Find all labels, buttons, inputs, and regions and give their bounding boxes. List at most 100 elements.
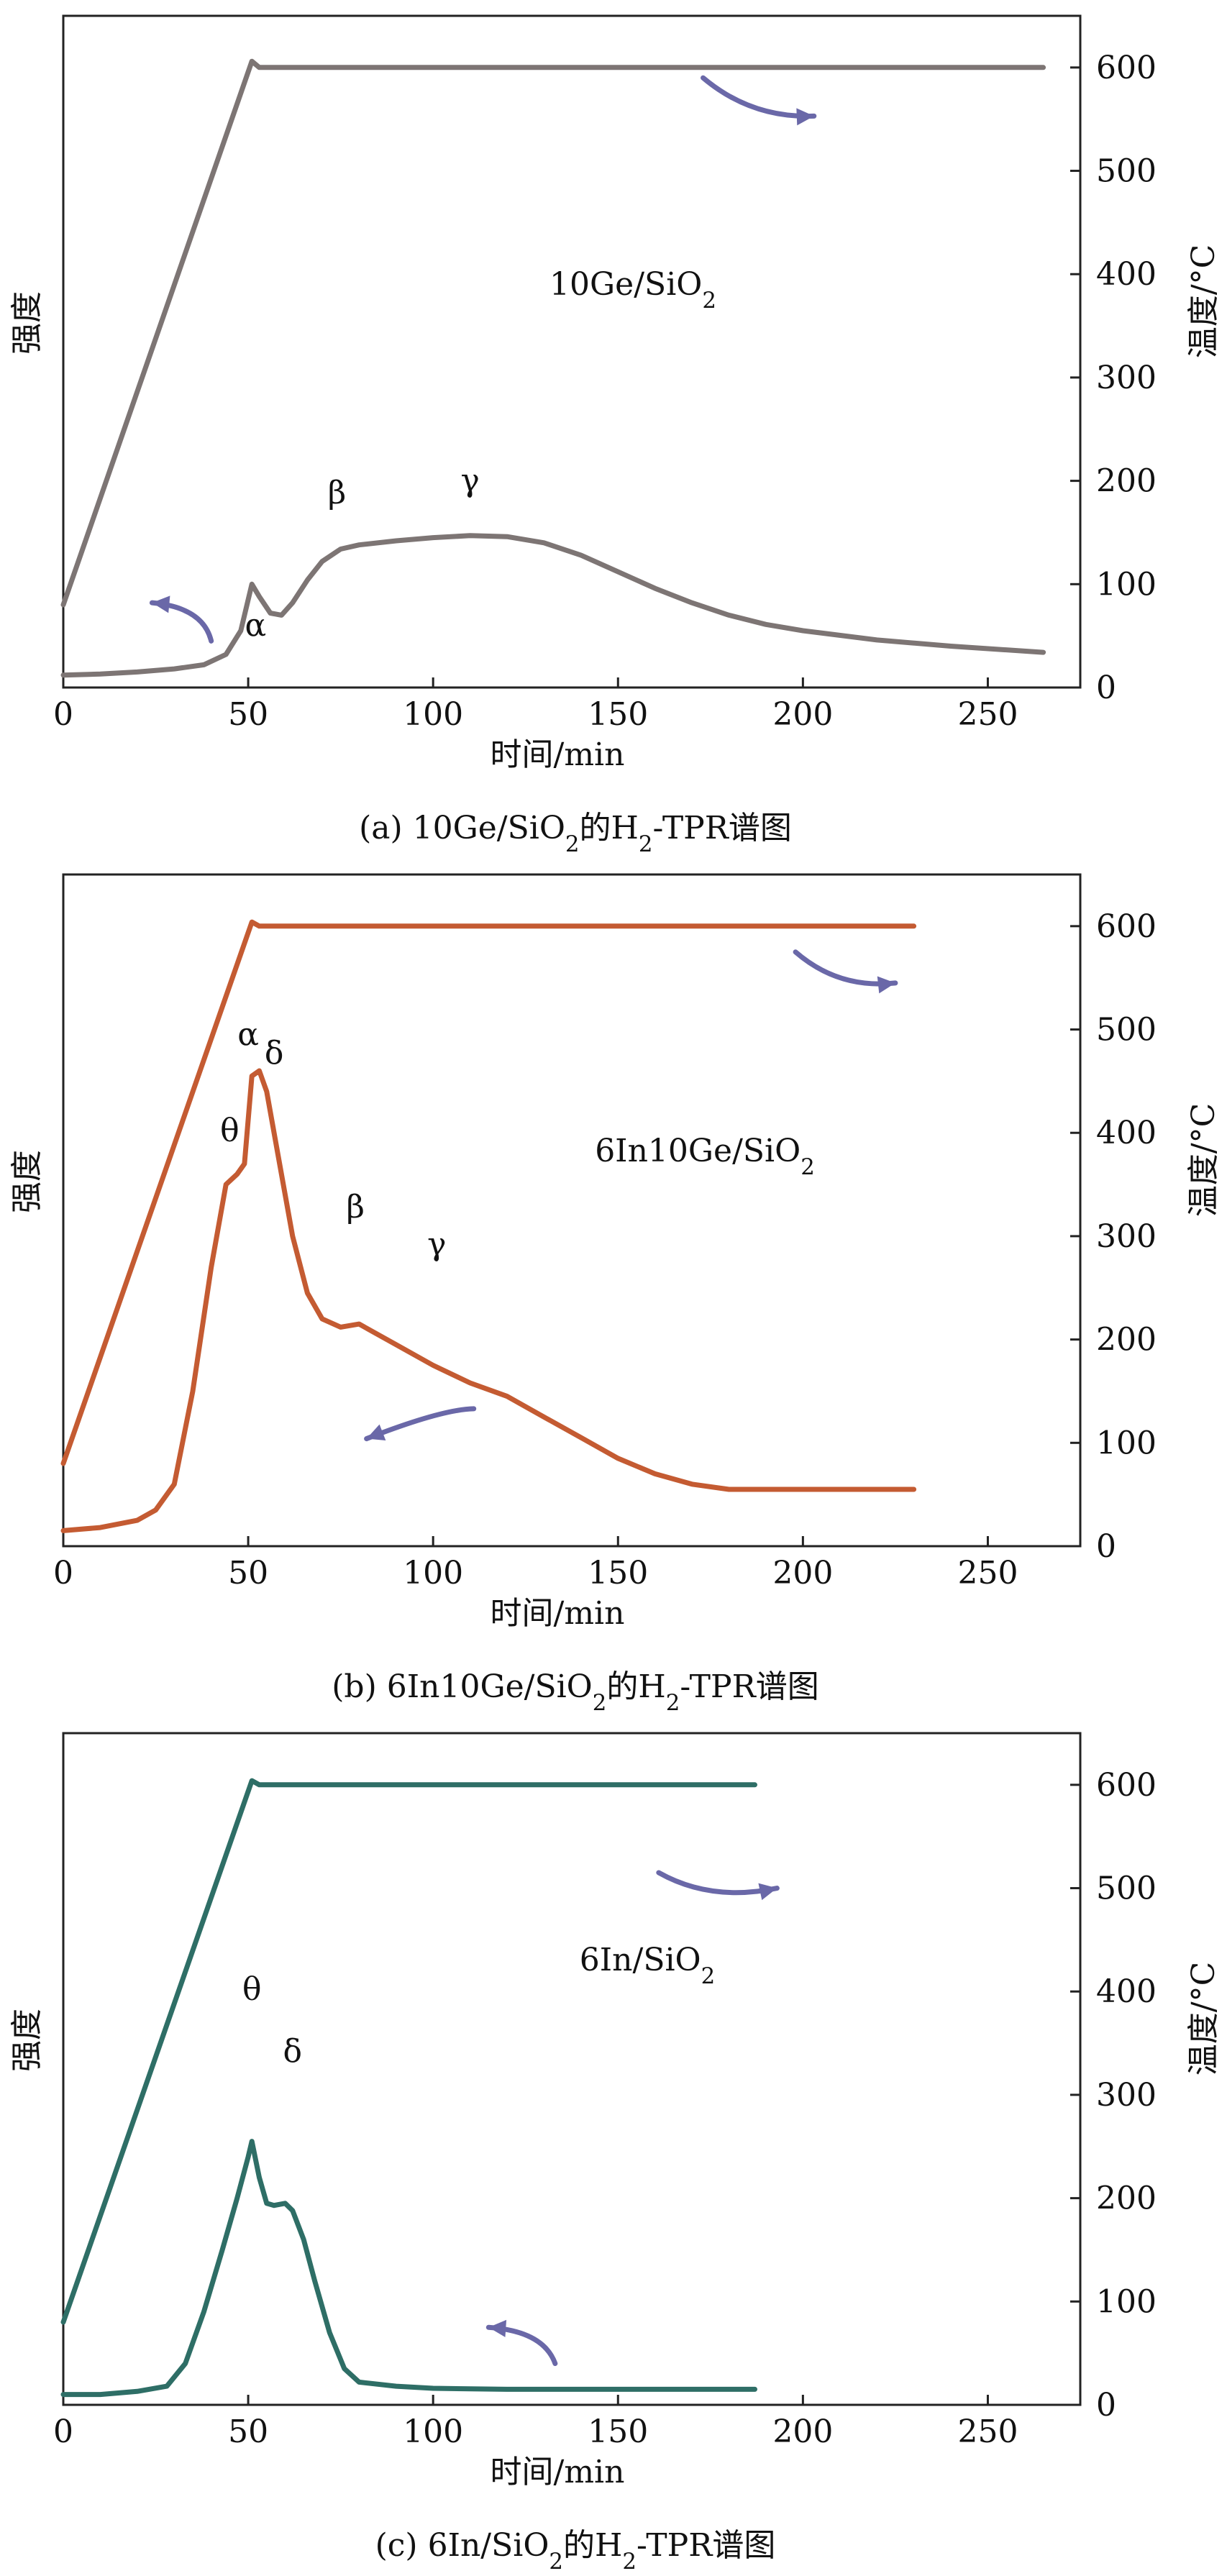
peak-label: β — [328, 475, 346, 511]
x-tick-label: 150 — [588, 2413, 648, 2450]
y-axis-label-left: 强度 — [9, 291, 45, 355]
tpr-chart-c: 0 50 100 150 200 250 0 100 200 300 400 500 600 时间/min… — [9, 1732, 1222, 2575]
y-tick-label: 400 — [1096, 1115, 1157, 1151]
y-tick-label: 300 — [1096, 1218, 1157, 1255]
y-tick-label: 200 — [1096, 463, 1157, 500]
caption-mid: 的H — [563, 2527, 622, 2564]
caption-subscript: 2 — [565, 831, 580, 857]
series-temperature-line — [60, 1778, 757, 2325]
y-tick-label: 500 — [1096, 1012, 1157, 1049]
y-tick-label: 0 — [1096, 670, 1116, 706]
y-tick-label: 200 — [1096, 2180, 1157, 2217]
x-axis-label: 时间/min — [491, 736, 625, 773]
peak-label: α — [245, 607, 267, 644]
series-temperature-line — [60, 919, 917, 1466]
y-tick-label: 0 — [1096, 2387, 1116, 2424]
peak-label: δ — [265, 1035, 284, 1072]
caption-mid: 的H — [606, 1668, 665, 1705]
x-tick-label: 50 — [228, 1555, 268, 1591]
x-tick-label: 50 — [228, 2413, 268, 2450]
x-tick-label: 250 — [957, 2413, 1018, 2450]
series-intensity-line — [60, 1068, 917, 1533]
y-tick-label: 600 — [1096, 908, 1157, 945]
y-tick-label: 300 — [1096, 360, 1157, 396]
caption-end: -TPR谱图 — [653, 810, 792, 846]
figure-caption: (c) 6In/SiO2的H2-TPR谱图 — [375, 2527, 776, 2575]
curved-arrow — [149, 600, 214, 644]
sample-label: 6In10Ge/SiO2 — [595, 1133, 815, 1180]
curved-arrow — [656, 1870, 780, 1896]
caption-end: -TPR谱图 — [637, 2527, 775, 2564]
x-tick-label: 150 — [588, 1555, 648, 1591]
arrow-head-icon — [796, 108, 814, 126]
y-tick-label: 100 — [1096, 1425, 1157, 1461]
x-axis-label: 时间/min — [491, 2454, 625, 2490]
x-tick-label: 150 — [588, 696, 648, 733]
tpr-chart-b: 0 50 100 150 200 250 0 100 200 300 400 500 600 时间/min… — [9, 873, 1222, 1716]
y-axis-label-right: 温度/°C — [1185, 245, 1222, 359]
sample-label-subscript: 2 — [702, 288, 716, 314]
x-tick-label: 100 — [403, 1555, 463, 1591]
peak-label: α — [237, 1016, 259, 1053]
plot-frame — [62, 873, 1082, 1548]
caption-text: (b) 6In10Ge/SiO — [332, 1668, 592, 1705]
peak-label: β — [346, 1189, 364, 1225]
x-tick-label: 50 — [228, 696, 268, 733]
x-tick-label: 0 — [53, 1555, 73, 1591]
y-tick-label: 600 — [1096, 1767, 1157, 1804]
arrow-head-icon — [877, 976, 895, 994]
x-tick-label: 0 — [53, 2413, 73, 2450]
x-axis-label: 时间/min — [491, 1595, 625, 1632]
peak-label: θ — [220, 1113, 240, 1149]
peak-label: θ — [242, 1971, 262, 2008]
y-tick-label: 200 — [1096, 1322, 1157, 1358]
curved-arrow — [364, 1406, 477, 1442]
plot-frame — [62, 1732, 1082, 2406]
y-tick-label: 100 — [1096, 566, 1157, 603]
y-tick-label: 500 — [1096, 153, 1157, 190]
y-axis-label-right: 温度/°C — [1185, 1103, 1222, 1218]
caption-end: -TPR谱图 — [680, 1668, 818, 1705]
chart-panel-c: 0 50 100 150 200 250 0 100 200 300 400 500 600 时间/min… — [0, 1717, 1227, 2576]
y-axis-label-right: 温度/°C — [1185, 1962, 1222, 2076]
sample-label-text: 6In/SiO — [580, 1942, 701, 1978]
arrow-head-icon — [758, 1883, 777, 1901]
y-axis-label-left: 强度 — [9, 1150, 45, 1213]
y-tick-label: 400 — [1096, 1973, 1157, 2010]
x-tick-label: 200 — [772, 2413, 833, 2450]
x-tick-label: 250 — [957, 696, 1018, 733]
y-tick-label: 400 — [1096, 256, 1157, 293]
peak-label: δ — [283, 2033, 303, 2070]
figure-caption: (a) 10Ge/SiO2的H2-TPR谱图 — [359, 810, 792, 857]
caption-subscript-2: 2 — [622, 2549, 637, 2575]
series-intensity-line — [60, 2139, 757, 2398]
sample-label: 6In/SiO2 — [580, 1942, 715, 1989]
series-temperature-line — [60, 58, 1046, 608]
y-tick-label: 600 — [1096, 50, 1157, 86]
caption-text: (c) 6In/SiO — [375, 2527, 549, 2564]
x-tick-label: 100 — [403, 2413, 463, 2450]
sample-label-text: 10Ge/SiO — [549, 266, 702, 303]
arrow-head-icon — [488, 2319, 507, 2337]
arrow-head-icon — [152, 595, 170, 613]
sample-label-subscript: 2 — [800, 1154, 815, 1180]
caption-subscript-2: 2 — [666, 1690, 680, 1716]
y-tick-label: 100 — [1096, 2283, 1157, 2320]
y-axis-label-left: 强度 — [9, 2009, 45, 2072]
chart-panel-a: 0 50 100 150 200 250 0 100 200 300 400 500 600 时间/min… — [0, 0, 1227, 859]
caption-mid: 的H — [580, 810, 639, 846]
y-tick-label: 0 — [1096, 1528, 1116, 1565]
chart-panel-b: 0 50 100 150 200 250 0 100 200 300 400 500 600 时间/min… — [0, 859, 1227, 1717]
sample-label: 10Ge/SiO2 — [549, 266, 716, 314]
sample-label-subscript: 2 — [701, 1963, 716, 1989]
caption-subscript: 2 — [549, 2549, 563, 2575]
arrow-head-icon — [366, 1424, 386, 1441]
peak-label: γ — [460, 462, 479, 499]
x-tick-label: 100 — [403, 696, 463, 733]
caption-subscript-2: 2 — [639, 831, 653, 857]
plot-frame — [62, 14, 1082, 689]
x-tick-label: 0 — [53, 696, 73, 733]
caption-subscript: 2 — [593, 1690, 607, 1716]
sample-label-text: 6In10Ge/SiO — [595, 1133, 800, 1169]
y-tick-label: 300 — [1096, 2077, 1157, 2114]
